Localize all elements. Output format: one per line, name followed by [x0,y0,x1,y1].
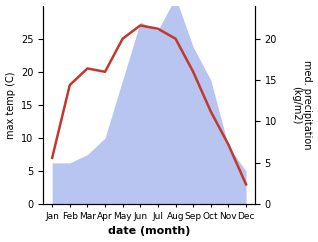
Y-axis label: med. precipitation
(kg/m2): med. precipitation (kg/m2) [291,60,313,150]
X-axis label: date (month): date (month) [108,227,190,236]
Y-axis label: max temp (C): max temp (C) [5,71,16,139]
